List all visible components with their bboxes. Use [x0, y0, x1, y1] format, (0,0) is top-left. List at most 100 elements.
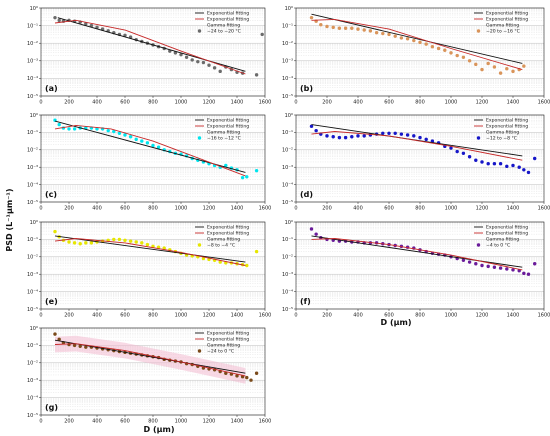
y-tick-label: 10⁻⁴: [27, 76, 38, 82]
x-tick-label: 600: [120, 100, 130, 106]
psd-point: [72, 343, 77, 348]
panel-b: 10⁻⁵ 10⁻⁴ 10⁻³ 10⁻² 10⁻¹ 10⁰ 0 200 400 600 800 1000…: [282, 6, 550, 106]
psd-point: [533, 156, 537, 161]
panel-f: 10⁻⁵ 10⁻⁴ 10⁻³ 10⁻² 10⁻¹ 10⁰ 0 200 400 600 800 1000…: [282, 220, 550, 319]
psd-point: [123, 133, 127, 137]
x-tick-label: 800: [148, 313, 158, 319]
psd-point: [522, 64, 526, 68]
psd-point: [526, 170, 531, 175]
psd-point: [72, 127, 77, 131]
y-tick-label: 10⁻¹: [27, 130, 38, 136]
psd-point: [319, 23, 323, 27]
legend-entry: Gamma fitting: [207, 237, 240, 243]
x-tick-label: 600: [384, 100, 394, 106]
psd-point: [343, 135, 348, 140]
psd-point: [412, 134, 416, 138]
legend-entry: −12 to −8 °C: [486, 136, 517, 142]
y-tick-label: 10⁰: [30, 326, 38, 332]
psd-point: [112, 129, 116, 134]
psd-point: [474, 62, 478, 67]
psd-point: [254, 249, 259, 254]
psd-point: [245, 175, 249, 179]
y-tick-label: 10⁰: [30, 220, 38, 226]
psd-point: [486, 61, 490, 66]
x-tick-label: 0: [39, 419, 42, 425]
y-tick-label: 10⁻⁵: [282, 307, 293, 313]
x-tick-label: 1600: [259, 206, 272, 212]
psd-point: [461, 55, 466, 59]
psd-point: [78, 242, 82, 246]
exponential-fit-line: [311, 235, 523, 268]
psd-point: [218, 260, 222, 264]
psd-point: [337, 135, 342, 140]
legend-entry: −4 to 0 °C: [486, 243, 510, 249]
plot-area: [41, 115, 265, 202]
y-tick-label: 10⁻⁴: [27, 395, 38, 401]
psd-point: [325, 24, 329, 29]
y-tick-label: 10⁻³: [282, 272, 293, 278]
psd-point: [140, 139, 144, 143]
psd-point: [325, 134, 329, 138]
x-tick-label: 1400: [507, 100, 520, 106]
psd-point: [117, 237, 122, 242]
legend-entry: Exponential fitting: [486, 11, 528, 17]
x-tick-label: 200: [64, 206, 74, 212]
plot-frame: [40, 327, 266, 416]
x-tick-label: 1600: [259, 419, 272, 425]
psd-point: [134, 137, 138, 142]
psd-point: [492, 162, 497, 166]
x-tick-label: 0: [294, 100, 297, 106]
psd-point: [381, 31, 385, 36]
x-tick-label: 200: [322, 100, 332, 106]
psd-point: [461, 151, 466, 155]
x-tick-label: 1200: [203, 313, 216, 319]
psd-point: [511, 69, 515, 74]
psd-point: [492, 265, 497, 269]
x-tick-label: 1200: [476, 206, 489, 212]
x-tick-label: 1000: [175, 419, 188, 425]
psd-point: [498, 71, 503, 75]
x-tick-label: 400: [92, 419, 102, 425]
y-tick-label: 10⁻⁵: [27, 307, 38, 313]
plot-area: [296, 8, 544, 96]
psd-point: [436, 46, 441, 51]
y-tick-label: 10⁻⁵: [27, 413, 38, 419]
y-tick-label: 10⁻²: [27, 148, 38, 154]
panel-e: 10⁻⁵ 10⁻⁴ 10⁻³ 10⁻² 10⁻¹ 10⁰ 0 200 400 600 800 1000…: [27, 220, 271, 319]
psd-point: [201, 256, 206, 261]
psd-point: [387, 32, 391, 37]
psd-point: [467, 260, 472, 264]
y-tick-label: 10⁻¹: [282, 130, 293, 136]
psd-point: [117, 131, 122, 135]
exponential-fit-line: [54, 339, 246, 374]
legend-entry: Exponential fitting: [207, 331, 249, 337]
psd-point: [309, 227, 314, 231]
x-tick-label: 0: [294, 206, 297, 212]
y-tick-label: 10⁻¹: [27, 237, 38, 243]
psd-point: [57, 122, 61, 127]
x-tick-label: 200: [64, 313, 74, 319]
x-tick-label: 800: [148, 419, 158, 425]
plot-area: [41, 8, 265, 96]
x-tick-label: 1000: [175, 100, 188, 106]
psd-point: [89, 241, 94, 245]
psd-point: [254, 168, 259, 173]
psd-point: [449, 146, 453, 150]
x-tick-label: 1200: [203, 206, 216, 212]
psd-point: [387, 131, 391, 135]
legend-swatch: [476, 136, 481, 140]
x-tick-label: 600: [120, 313, 130, 319]
y-tick-label: 10⁻⁵: [282, 200, 293, 206]
legend-entry: −24 to −20 °C: [207, 29, 241, 35]
psd-point: [362, 134, 366, 138]
legend-swatch: [476, 29, 481, 33]
psd-point: [405, 37, 410, 41]
psd-point: [254, 73, 259, 77]
x-tick-label: 1600: [538, 313, 550, 319]
psd-point: [467, 59, 472, 63]
psd-point: [486, 264, 490, 269]
y-tick-label: 10⁻¹: [282, 23, 293, 29]
psd-point: [112, 237, 116, 242]
psd-point: [156, 145, 161, 149]
legend-entry: Exponential fitting: [207, 11, 249, 17]
